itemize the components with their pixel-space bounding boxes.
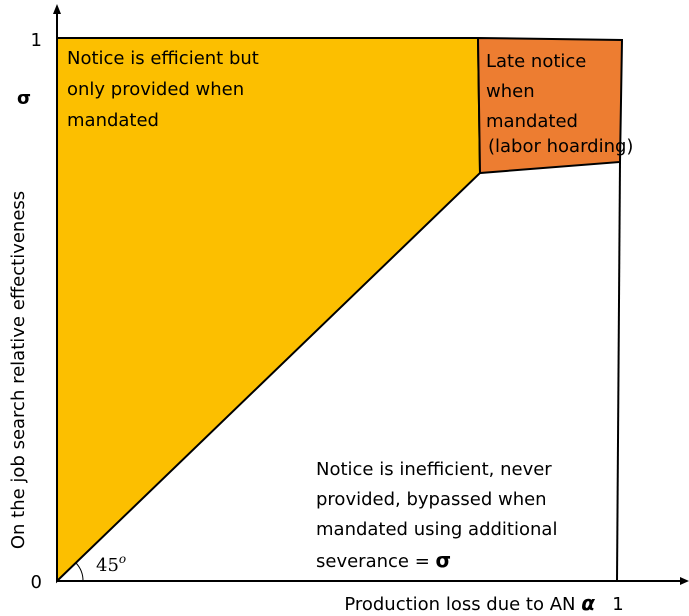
x-label-text: Production loss due to AN <box>344 594 575 615</box>
origin-label: 0 <box>31 572 42 593</box>
x-axis-label: Production loss due to AN α <box>344 591 595 615</box>
x-arrow <box>680 577 689 585</box>
region-text: provided, bypassed when <box>316 489 547 510</box>
y-axis-label: On the job search relative effectiveness <box>8 191 29 549</box>
angle-superscript: o <box>119 552 126 566</box>
region-text: severance = σ <box>316 548 451 572</box>
region-text: mandated using additional <box>316 519 557 540</box>
y-top-label: 1 <box>31 30 42 51</box>
sigma-symbol: σ <box>436 548 452 572</box>
region-text: mandated <box>67 110 159 131</box>
region-note: (labor hoarding) <box>488 136 633 157</box>
angle-label: 45o <box>96 552 126 576</box>
y-arrow <box>53 4 61 14</box>
angle-value: 45 <box>96 555 119 576</box>
angle-arc <box>75 562 84 582</box>
x-symbol: α <box>581 591 595 615</box>
y-symbol: σ <box>17 88 31 109</box>
boundary-line <box>616 161 621 582</box>
region-text: Notice is efficient but <box>67 48 259 69</box>
region-text: only provided when <box>67 79 244 100</box>
region-text: when <box>486 81 535 102</box>
region-line: severance = <box>316 551 430 572</box>
region-text: Late notice <box>486 51 586 72</box>
region-text: mandated <box>486 111 578 132</box>
x-end-label: 1 <box>612 594 623 615</box>
region-text: Notice is inefficient, never <box>316 459 552 480</box>
